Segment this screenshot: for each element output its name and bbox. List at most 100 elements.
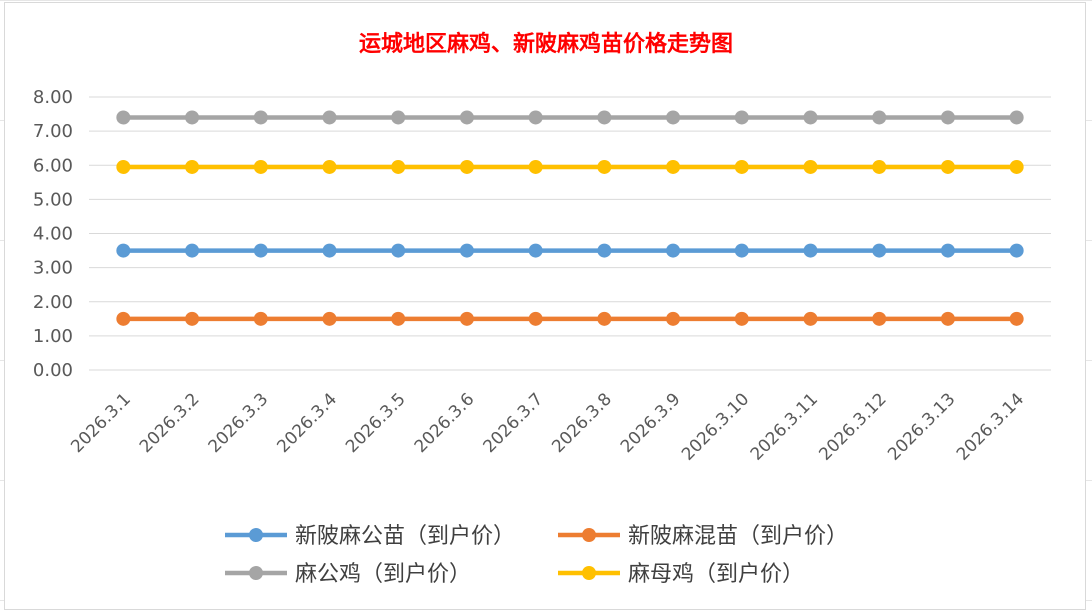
chart-svg: 0.00 1.00 2.00 3.00 4.00 5.00 6.00 7.00 8.00 202… bbox=[33, 31, 1051, 587]
y-axis-ticks: 0.00 1.00 2.00 3.00 4.00 5.00 6.00 7.00 8.00 bbox=[33, 87, 73, 381]
x-axis-ticks: 2026.3.1 2026.3.2 2026.3.3 2026.3.4 2026.3.5… bbox=[67, 389, 1028, 464]
x-tick-label: 2026.3.2 bbox=[136, 389, 204, 457]
data-point[interactable] bbox=[597, 243, 612, 258]
data-point[interactable] bbox=[803, 311, 818, 326]
data-point[interactable] bbox=[872, 159, 887, 174]
data-point[interactable] bbox=[803, 110, 818, 125]
legend-label: 新陂麻公苗（到户价） bbox=[295, 524, 515, 549]
x-tick-label: 2026.3.9 bbox=[617, 389, 685, 457]
x-tick-label: 2026.3.1 bbox=[67, 389, 135, 457]
x-tick-label: 2026.3.5 bbox=[342, 389, 410, 457]
x-tick-label: 2026.3.13 bbox=[884, 389, 959, 464]
legend-label: 麻公鸡（到户价） bbox=[295, 562, 471, 587]
x-tick-label: 2026.3.7 bbox=[480, 389, 548, 457]
x-tick-label: 2026.3.3 bbox=[205, 389, 273, 457]
legend-item[interactable]: 新陂麻公苗（到户价） bbox=[225, 524, 515, 549]
y-tick-label: 0.00 bbox=[33, 360, 73, 381]
series-1 bbox=[116, 243, 1024, 258]
data-point[interactable] bbox=[528, 159, 543, 174]
data-point[interactable] bbox=[1009, 311, 1024, 326]
data-point[interactable] bbox=[459, 311, 474, 326]
data-point[interactable] bbox=[253, 110, 268, 125]
data-point[interactable] bbox=[391, 159, 406, 174]
data-point[interactable] bbox=[391, 311, 406, 326]
data-point[interactable] bbox=[322, 243, 337, 258]
y-tick-label: 5.00 bbox=[33, 189, 73, 210]
data-point[interactable] bbox=[666, 311, 681, 326]
line-chart[interactable]: 0.00 1.00 2.00 3.00 4.00 5.00 6.00 7.00 8.00 202… bbox=[4, 2, 1086, 610]
data-point[interactable] bbox=[872, 311, 887, 326]
data-point[interactable] bbox=[734, 311, 749, 326]
x-tick-label: 2026.3.8 bbox=[548, 389, 616, 457]
data-point[interactable] bbox=[803, 243, 818, 258]
data-point[interactable] bbox=[872, 243, 887, 258]
legend-label: 麻母鸡（到户价） bbox=[628, 562, 804, 587]
series-3 bbox=[116, 110, 1024, 125]
series-4 bbox=[116, 159, 1024, 174]
legend-marker bbox=[249, 528, 263, 542]
x-tick-label: 2026.3.12 bbox=[815, 389, 890, 464]
chart-title: 运城地区麻鸡、新陂麻鸡苗价格走势图 bbox=[359, 31, 733, 57]
y-tick-label: 6.00 bbox=[33, 155, 73, 176]
data-point[interactable] bbox=[459, 159, 474, 174]
data-point[interactable] bbox=[253, 159, 268, 174]
data-point[interactable] bbox=[185, 243, 200, 258]
data-point[interactable] bbox=[459, 243, 474, 258]
x-tick-label: 2026.3.6 bbox=[411, 389, 479, 457]
data-point[interactable] bbox=[116, 243, 131, 258]
y-tick-label: 2.00 bbox=[33, 292, 73, 313]
data-point[interactable] bbox=[872, 110, 887, 125]
legend-marker bbox=[582, 566, 596, 580]
legend: 新陂麻公苗（到户价） 新陂麻混苗（到户价） 麻公鸡（到户价） 麻母鸡（到户价） bbox=[225, 524, 848, 587]
gridlines bbox=[89, 96, 1051, 371]
legend-item[interactable]: 麻母鸡（到户价） bbox=[558, 562, 804, 587]
y-tick-label: 7.00 bbox=[33, 121, 73, 142]
data-point[interactable] bbox=[391, 110, 406, 125]
y-tick-label: 3.00 bbox=[33, 258, 73, 279]
data-point[interactable] bbox=[940, 110, 955, 125]
data-point[interactable] bbox=[116, 159, 131, 174]
y-tick-label: 8.00 bbox=[33, 87, 73, 108]
data-point[interactable] bbox=[734, 243, 749, 258]
series-group bbox=[116, 110, 1024, 326]
data-point[interactable] bbox=[597, 159, 612, 174]
data-point[interactable] bbox=[528, 311, 543, 326]
series-2 bbox=[116, 311, 1024, 326]
legend-item[interactable]: 麻公鸡（到户价） bbox=[225, 562, 471, 587]
data-point[interactable] bbox=[803, 159, 818, 174]
data-point[interactable] bbox=[322, 159, 337, 174]
data-point[interactable] bbox=[459, 110, 474, 125]
legend-label: 新陂麻混苗（到户价） bbox=[628, 524, 848, 549]
data-point[interactable] bbox=[322, 311, 337, 326]
data-point[interactable] bbox=[185, 311, 200, 326]
data-point[interactable] bbox=[940, 159, 955, 174]
data-point[interactable] bbox=[322, 110, 337, 125]
data-point[interactable] bbox=[940, 311, 955, 326]
data-point[interactable] bbox=[528, 243, 543, 258]
data-point[interactable] bbox=[666, 159, 681, 174]
data-point[interactable] bbox=[116, 110, 131, 125]
data-point[interactable] bbox=[253, 311, 268, 326]
y-tick-label: 1.00 bbox=[33, 326, 73, 347]
data-point[interactable] bbox=[734, 110, 749, 125]
data-point[interactable] bbox=[185, 159, 200, 174]
data-point[interactable] bbox=[1009, 243, 1024, 258]
data-point[interactable] bbox=[597, 311, 612, 326]
data-point[interactable] bbox=[666, 243, 681, 258]
data-point[interactable] bbox=[1009, 159, 1024, 174]
data-point[interactable] bbox=[940, 243, 955, 258]
data-point[interactable] bbox=[666, 110, 681, 125]
data-point[interactable] bbox=[528, 110, 543, 125]
data-point[interactable] bbox=[597, 110, 612, 125]
data-point[interactable] bbox=[391, 243, 406, 258]
data-point[interactable] bbox=[185, 110, 200, 125]
data-point[interactable] bbox=[253, 243, 268, 258]
legend-item[interactable]: 新陂麻混苗（到户价） bbox=[558, 524, 848, 549]
data-point[interactable] bbox=[734, 159, 749, 174]
legend-marker bbox=[249, 566, 263, 580]
x-tick-label: 2026.3.14 bbox=[953, 389, 1028, 464]
data-point[interactable] bbox=[1009, 110, 1024, 125]
data-point[interactable] bbox=[116, 311, 131, 326]
x-tick-label: 2026.3.4 bbox=[273, 389, 341, 457]
